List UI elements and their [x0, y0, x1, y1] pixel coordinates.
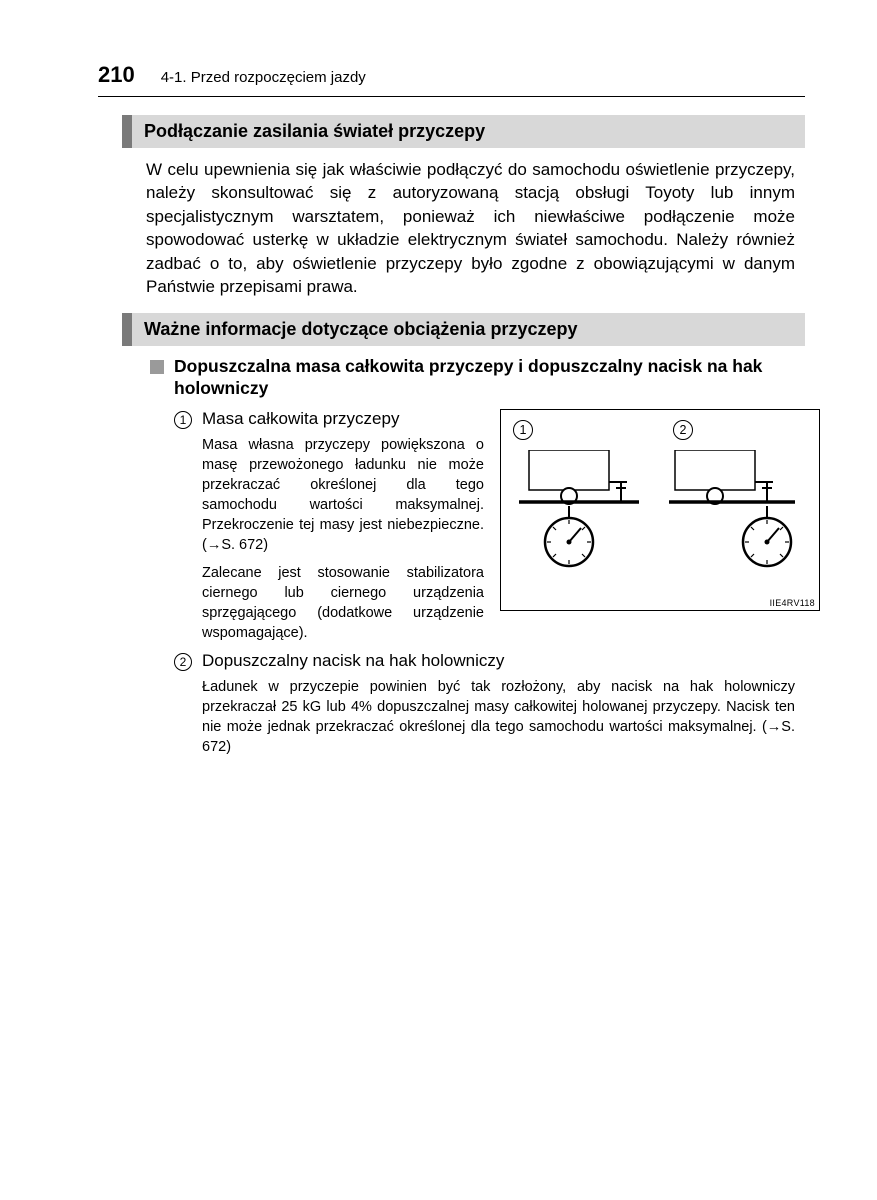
item-body-text: Zalecane jest stosowanie stabilizatora c… [202, 563, 484, 643]
circled-number-icon: 2 [174, 653, 192, 671]
two-column-layout: 1 Masa całkowita przyczepy Masa własna p… [174, 409, 795, 651]
paragraph-text: W celu upewnienia się jak właściwie podł… [146, 158, 795, 299]
figure-id: IIE4RV118 [770, 598, 815, 608]
section-trailer-load: Ważne informacje dotyczące obciążenia pr… [122, 313, 805, 758]
circled-number-icon: 1 [174, 411, 192, 429]
diagram-label-2: 2 [673, 420, 693, 440]
heading-bar: Podłączanie zasilania świateł przyczepy [122, 115, 805, 148]
right-column: 1 2 [500, 409, 820, 611]
trailer-diagram: 1 2 [500, 409, 820, 611]
section-label: 4-1. Przed rozpoczęciem jazdy [161, 69, 366, 86]
item-body-text: Ładunek w przyczepie powinien być tak ro… [202, 677, 795, 757]
item-body-text: Masa własna przyczepy powiększona o masę… [202, 435, 484, 555]
heading-bar: Ważne informacje dotyczące obciążenia pr… [122, 313, 805, 346]
square-marker-icon [150, 360, 164, 374]
diagram-label-1: 1 [513, 420, 533, 440]
left-column: 1 Masa całkowita przyczepy Masa własna p… [174, 409, 484, 651]
sub-heading: Dopuszczalna masa całkowita przyczepy i … [150, 356, 805, 400]
numbered-item-2: 2 Dopuszczalny nacisk na hak holowniczy … [174, 651, 795, 757]
manual-page: 210 4-1. Przed rozpoczęciem jazdy Podłąc… [0, 0, 877, 757]
item-title: Masa całkowita przyczepy [202, 409, 484, 429]
item-title: Dopuszczalny nacisk na hak holowniczy [202, 651, 795, 671]
trailer-weight-icon [519, 450, 649, 600]
sub-heading-text: Dopuszczalna masa całkowita przyczepy i … [174, 356, 805, 400]
trailer-tongue-icon [669, 450, 809, 600]
page-number: 210 [98, 62, 135, 88]
page-header: 210 4-1. Przed rozpoczęciem jazdy [98, 62, 805, 97]
item-body-wrap: Dopuszczalny nacisk na hak holowniczy Ła… [202, 651, 795, 757]
numbered-item-1: 1 Masa całkowita przyczepy Masa własna p… [174, 409, 484, 643]
section-trailer-lights: Podłączanie zasilania świateł przyczepy … [122, 115, 805, 299]
item-body-wrap: Masa całkowita przyczepy Masa własna prz… [202, 409, 484, 643]
